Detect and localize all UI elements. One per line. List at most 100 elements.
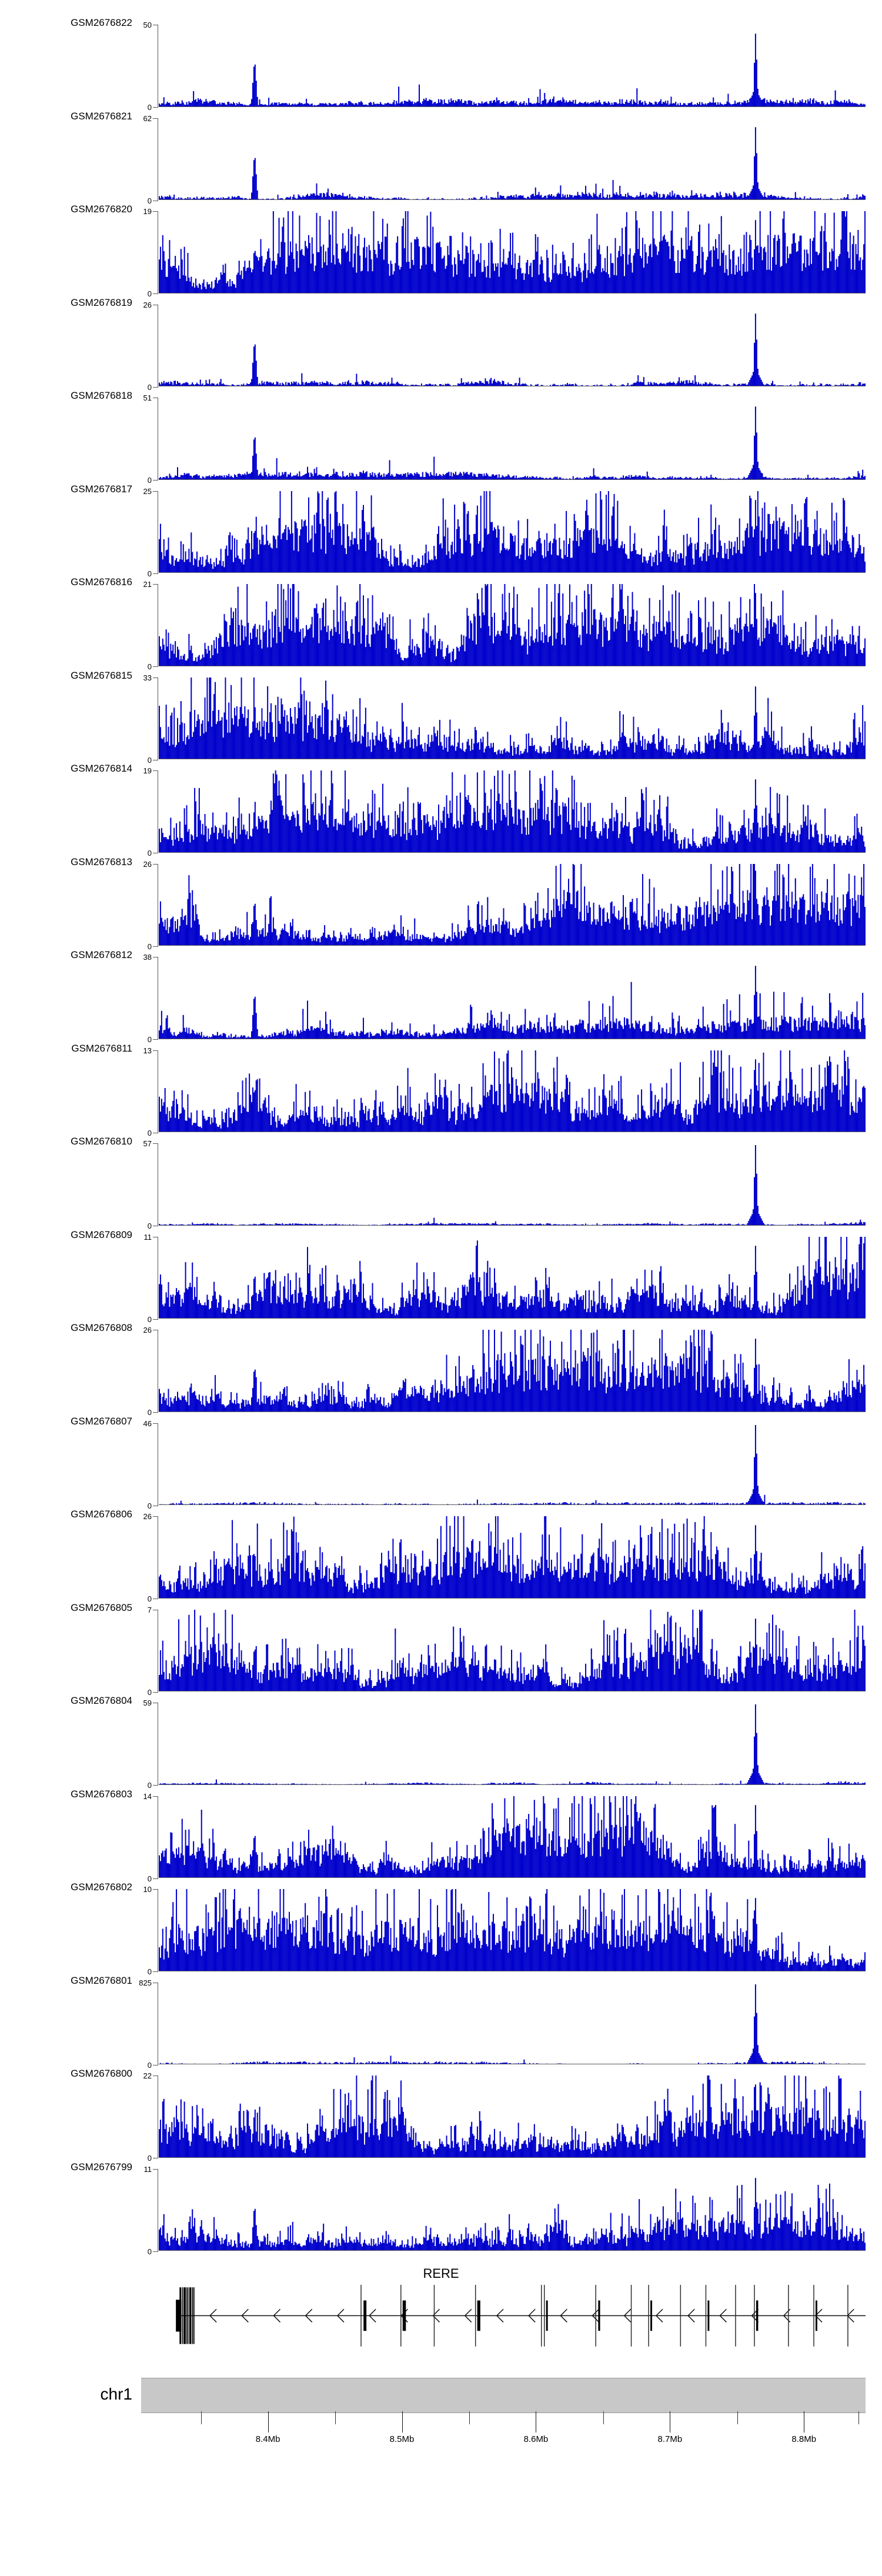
track-y-axis: 19 0 [132, 763, 161, 857]
coverage-track[interactable]: GSM2676814 19 0 [0, 763, 882, 857]
track-y-axis: 13 0 [132, 1043, 161, 1137]
coverage-track[interactable]: GSM2676800 22 0 [0, 2068, 882, 2162]
track-sample-label: GSM2676808 [35, 1323, 132, 1333]
y-axis-top-tick [153, 1050, 158, 1051]
track-y-axis: 21 0 [132, 577, 161, 671]
track-y-axis: 59 0 [132, 1696, 161, 1790]
track-plot-area[interactable] [159, 2076, 866, 2158]
coverage-track[interactable]: GSM2676805 7 0 [0, 1603, 882, 1696]
coverage-track[interactable]: GSM2676799 11 0 [0, 2162, 882, 2255]
coverage-track[interactable]: GSM2676822 50 0 [0, 18, 882, 111]
track-sample-label: GSM2676815 [35, 670, 132, 680]
track-y-axis: 26 0 [132, 298, 161, 392]
track-plot-area[interactable] [159, 305, 866, 386]
coverage-track[interactable]: GSM2676812 38 0 [0, 950, 882, 1043]
track-plot-area[interactable] [159, 490, 866, 573]
axis-major-tick [268, 2411, 269, 2432]
y-axis-max-label: 11 [144, 1233, 152, 1241]
track-plot-area[interactable] [159, 1609, 866, 1691]
coverage-track[interactable]: GSM2676803 14 0 [0, 1789, 882, 1883]
track-y-axis: 26 0 [132, 857, 161, 951]
track-plot-area[interactable] [159, 25, 866, 107]
track-plot-area[interactable] [159, 2169, 866, 2251]
track-plot-area[interactable] [159, 398, 866, 480]
track-y-axis: 10 0 [132, 1882, 161, 1976]
y-axis-bottom-tick [153, 2064, 158, 2066]
y-axis-min-label: 0 [148, 663, 152, 670]
y-axis-max-label: 26 [143, 301, 152, 309]
coverage-track[interactable]: GSM2676820 19 0 [0, 204, 882, 298]
y-axis-top-tick [153, 863, 158, 865]
track-sample-label: GSM2676804 [35, 1696, 132, 1706]
coverage-track[interactable]: GSM2676818 51 0 [0, 391, 882, 484]
y-axis-top-tick [153, 211, 158, 212]
coverage-track[interactable]: GSM2676808 26 0 [0, 1323, 882, 1416]
chromosome-band[interactable] [141, 2378, 866, 2413]
y-axis-top-tick [153, 1423, 158, 1424]
coverage-track[interactable]: GSM2676806 26 0 [0, 1509, 882, 1603]
track-plot-area[interactable] [159, 584, 866, 666]
y-axis-top-tick [153, 2168, 158, 2170]
track-plot-area[interactable] [159, 1796, 866, 1878]
track-sample-label: GSM2676812 [35, 950, 132, 960]
y-axis-max-label: 25 [143, 488, 152, 495]
track-plot-area[interactable] [159, 118, 866, 200]
track-plot-area[interactable] [159, 1330, 866, 1412]
y-axis-min-label: 0 [148, 570, 152, 578]
y-axis-min-label: 0 [148, 2154, 152, 2162]
axis-minor-tick [737, 2411, 738, 2424]
track-plot-area[interactable] [159, 1983, 866, 2064]
track-y-axis: 51 0 [132, 391, 161, 485]
y-axis-max-label: 26 [143, 1326, 152, 1334]
track-y-axis: 50 0 [132, 18, 161, 112]
coverage-track[interactable]: GSM2676804 59 0 [0, 1696, 882, 1789]
y-axis-min-label: 0 [148, 1502, 152, 1510]
track-plot-area[interactable] [159, 1516, 866, 1599]
coverage-track[interactable]: GSM2676802 10 0 [0, 1882, 882, 1976]
track-sample-label: GSM2676817 [35, 484, 132, 494]
track-baseline [159, 1597, 866, 1599]
y-axis-max-label: 19 [143, 208, 152, 215]
track-plot-area[interactable] [159, 1703, 866, 1785]
track-baseline [159, 106, 866, 107]
track-sample-label: GSM2676821 [35, 111, 132, 121]
axis-minor-tick [335, 2411, 336, 2424]
coverage-track[interactable]: GSM2676819 26 0 [0, 298, 882, 391]
track-plot-area[interactable] [159, 677, 866, 759]
track-plot-area[interactable] [159, 770, 866, 853]
y-axis-min-label: 0 [148, 476, 152, 484]
gene-model-track[interactable]: RERE [0, 2261, 882, 2347]
track-plot-area[interactable] [159, 211, 866, 293]
track-plot-area[interactable] [159, 1050, 866, 1132]
y-axis-bottom-tick [153, 666, 158, 667]
coverage-track[interactable]: GSM2676817 25 0 [0, 484, 882, 578]
coverage-track[interactable]: GSM2676816 21 0 [0, 577, 882, 670]
coverage-track[interactable]: GSM2676801 825 0 [0, 1976, 882, 2069]
track-y-axis: 62 0 [132, 111, 161, 205]
coverage-track[interactable]: GSM2676813 26 0 [0, 857, 882, 950]
coverage-track[interactable]: GSM2676811 13 0 [0, 1043, 882, 1137]
track-plot-area[interactable] [159, 1423, 866, 1505]
track-plot-area[interactable] [159, 863, 866, 946]
track-plot-area[interactable] [159, 1236, 866, 1319]
y-axis-bottom-tick [153, 1785, 158, 1786]
coverage-track[interactable]: GSM2676809 11 0 [0, 1230, 882, 1323]
axis-tick-label: 8.5Mb [390, 2435, 415, 2444]
track-y-axis: 11 0 [132, 1230, 161, 1324]
coverage-track[interactable]: GSM2676815 33 0 [0, 670, 882, 764]
track-baseline [159, 1504, 866, 1505]
y-axis-max-label: 46 [143, 1420, 152, 1427]
track-plot-area[interactable] [159, 1889, 866, 1971]
y-axis-max-label: 22 [143, 2072, 152, 2080]
axis-minor-tick [201, 2411, 202, 2424]
track-sample-label: GSM2676803 [35, 1789, 132, 1799]
y-axis-max-label: 14 [143, 1793, 152, 1800]
track-plot-area[interactable] [159, 957, 866, 1039]
coverage-track[interactable]: GSM2676821 62 0 [0, 111, 882, 205]
coverage-track[interactable]: GSM2676810 57 0 [0, 1136, 882, 1230]
coverage-track[interactable]: GSM2676807 46 0 [0, 1416, 882, 1510]
y-axis-bottom-tick [153, 2251, 158, 2252]
track-plot-area[interactable] [159, 1143, 866, 1226]
gene-model-graphic [141, 2285, 866, 2347]
